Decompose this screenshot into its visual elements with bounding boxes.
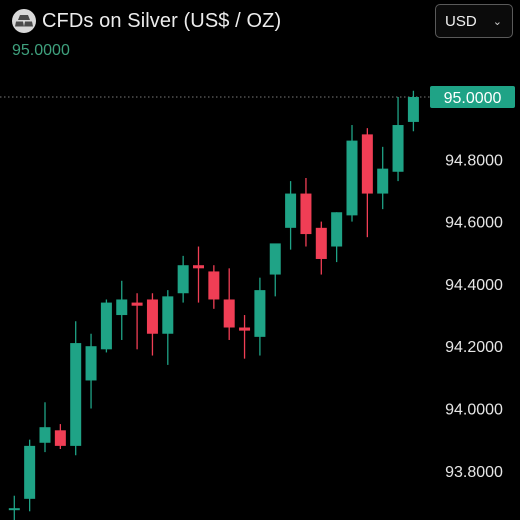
candle-body	[285, 193, 297, 228]
metal-bars-icon	[12, 9, 36, 33]
y-tick-label: 94.0000	[445, 402, 503, 419]
y-tick-label: 94.8000	[445, 152, 503, 169]
current-price: 95.0000	[12, 42, 70, 59]
y-tick-label: 94.6000	[445, 215, 503, 232]
candle-body	[300, 193, 312, 235]
candle-body	[146, 299, 158, 334]
candle-body	[39, 427, 51, 443]
last-price-tag	[430, 86, 515, 108]
candle-body	[361, 134, 373, 194]
candle-body	[54, 430, 66, 446]
y-tick-label: 94.2000	[445, 339, 503, 356]
candle-body	[377, 168, 389, 194]
candle-body	[407, 97, 419, 122]
chevron-down-icon: ⌄	[492, 15, 502, 28]
candle-body	[177, 265, 189, 294]
candle-body	[193, 265, 204, 269]
candle-body	[8, 508, 20, 511]
candle-body	[223, 299, 235, 328]
candle-body	[70, 343, 82, 446]
candle-body	[116, 299, 128, 316]
header: CFDs on Silver (US$ / OZ)	[12, 9, 281, 33]
candle-body	[392, 125, 404, 172]
instrument-title: CFDs on Silver (US$ / OZ)	[42, 9, 282, 32]
candle-body	[131, 302, 143, 306]
candle-body	[239, 327, 251, 331]
candle-body	[254, 290, 266, 337]
candle-body	[331, 212, 343, 247]
candle-body	[100, 302, 112, 350]
y-tick-label: 93.8000	[445, 464, 503, 481]
currency-select[interactable]: USD ⌄	[435, 4, 513, 38]
y-tick-label: 94.4000	[445, 277, 503, 294]
last-price-label: 95.0000	[444, 90, 502, 107]
candle-body	[208, 271, 220, 300]
candle-body	[346, 140, 358, 216]
candle-body	[24, 445, 36, 499]
candle-body	[162, 296, 174, 334]
candle-body	[85, 346, 97, 381]
candle-body	[315, 227, 327, 259]
candle-body	[269, 243, 281, 275]
currency-select-value: USD	[445, 12, 477, 30]
